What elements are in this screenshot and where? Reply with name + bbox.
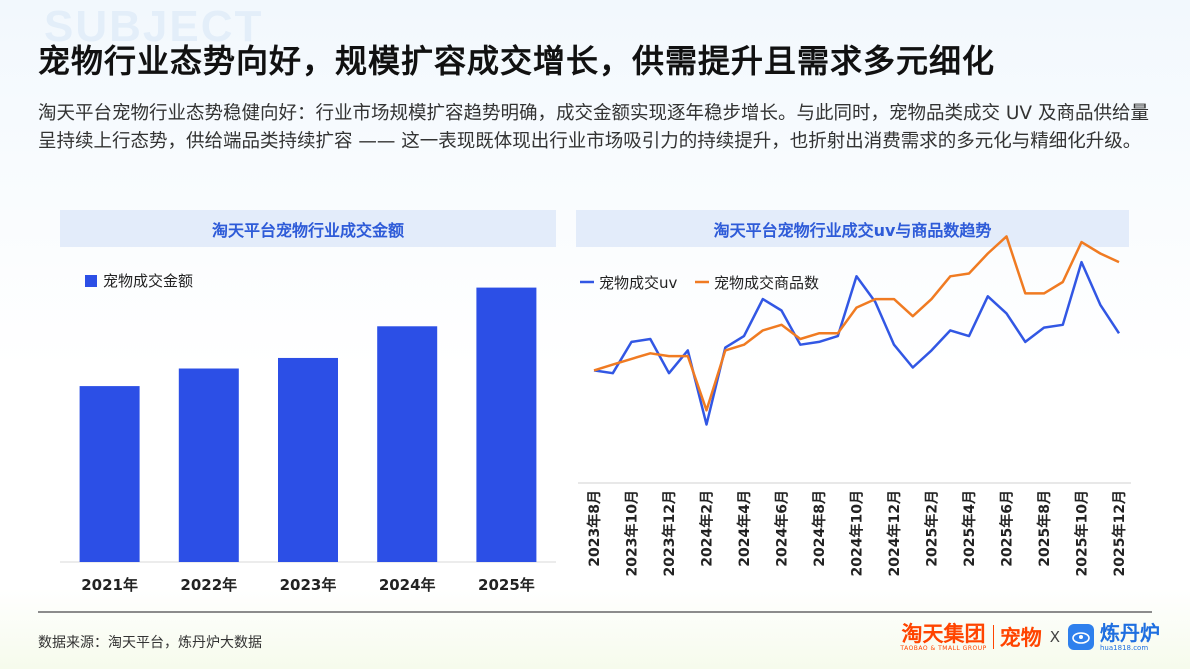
bar-chart-title: 淘天平台宠物行业成交金额 — [60, 210, 556, 247]
tmall-group-logo-text: 淘天集团 — [901, 621, 986, 646]
footer-divider — [38, 611, 1152, 613]
line-x-tick-label: 2025年10月 — [1074, 490, 1091, 576]
logo-divider — [992, 625, 994, 649]
line-x-tick-label: 2023年12月 — [661, 490, 678, 576]
line-x-tick-label: 2025年6月 — [999, 490, 1016, 567]
line-x-tick-label: 2025年2月 — [924, 490, 941, 567]
line-legend-label: 宠物成交uv — [599, 274, 678, 292]
line-chart: 宠物成交uv 宠物成交商品数 2023年8月 2023年10月 2023年12月 2024… — [578, 235, 1131, 576]
line-chart-title: 淘天平台宠物行业成交uv与商品数趋势 — [576, 210, 1129, 247]
bar-legend-label: 宠物成交金额 — [103, 272, 193, 290]
series-line — [593, 260, 1121, 426]
line-legend-label: 宠物成交商品数 — [714, 274, 819, 292]
lianduanlu-logo-text: 炼丹炉 — [1100, 620, 1160, 645]
lianduanlu-logo: 炼丹炉 hua1818.com — [1100, 620, 1160, 652]
bar — [79, 386, 140, 562]
line-x-tick-label: 2024年6月 — [774, 490, 791, 567]
bar-x-tick-label: 2021年 — [81, 576, 138, 594]
data-source: 数据来源：淘天平台，炼丹炉大数据 — [38, 635, 262, 651]
footer-logos: 淘天集团 TAOBAO & TMALL GROUP 宠物 X 炼丹炉 hua18… — [900, 622, 1160, 652]
line-x-tick-label: 2024年2月 — [699, 490, 716, 567]
page-title: 宠物行业态势向好，规模扩容成交增长，供需提升且需求多元细化 — [38, 42, 996, 80]
line-x-tick-label: 2024年10月 — [849, 490, 866, 576]
bar-x-tick-label: 2024年 — [379, 576, 436, 594]
line-x-tick-label: 2025年4月 — [961, 490, 978, 567]
bar-legend-swatch — [85, 275, 97, 287]
intro-paragraph: 淘天平台宠物行业态势稳健向好：行业市场规模扩容趋势明确，成交金额实现逐年稳步增长… — [38, 103, 1149, 152]
line-x-tick-label: 2024年12月 — [886, 490, 903, 576]
bar-x-tick-label: 2022年 — [180, 576, 237, 594]
watermark: SUBJECT — [44, 2, 264, 51]
lianduanlu-badge-icon — [1068, 624, 1094, 650]
series-line — [593, 235, 1120, 412]
line-x-tick-label: 2025年12月 — [1111, 490, 1128, 576]
lianduanlu-logo-subtext: hua1818.com — [1100, 643, 1149, 652]
pet-logo-text: 宠物 — [999, 626, 1042, 650]
line-x-tick-label: 2025年8月 — [1036, 490, 1053, 567]
bar — [178, 368, 239, 562]
bar — [377, 326, 438, 562]
tmall-group-logo: 淘天集团 TAOBAO & TMALL GROUP — [900, 623, 986, 652]
logo-x: X — [1049, 628, 1060, 646]
bar-x-tick-label: 2025年 — [478, 576, 535, 594]
bar — [476, 287, 537, 562]
line-x-tick-label: 2023年10月 — [624, 490, 641, 576]
bar-chart: 宠物成交金额 2021年 2022年 2023年 2024年 2025年 — [60, 272, 556, 594]
bar-x-tick-label: 2023年 — [280, 576, 337, 594]
tmall-group-logo-subtext: TAOBAO & TMALL GROUP — [900, 644, 987, 652]
line-x-tick-label: 2024年8月 — [811, 490, 828, 567]
line-x-tick-label: 2023年8月 — [586, 490, 603, 567]
bar — [278, 357, 338, 562]
line-x-tick-label: 2024年4月 — [736, 490, 753, 567]
